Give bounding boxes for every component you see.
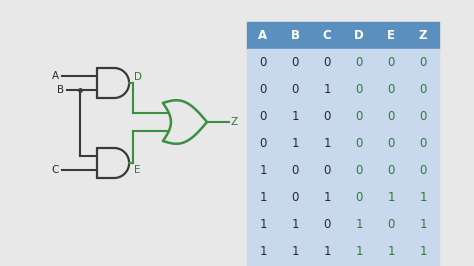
Text: 1: 1: [355, 245, 363, 258]
Text: 1: 1: [259, 164, 267, 177]
Text: 0: 0: [419, 164, 427, 177]
Bar: [247, 238, 439, 265]
Text: C: C: [52, 165, 59, 175]
Text: 0: 0: [259, 137, 267, 150]
Text: 1: 1: [259, 191, 267, 204]
Text: 1: 1: [323, 191, 331, 204]
Bar: [247, 103, 439, 130]
Text: A: A: [258, 29, 267, 42]
Text: 0: 0: [419, 83, 427, 96]
Text: 1: 1: [387, 191, 395, 204]
Text: 1: 1: [355, 218, 363, 231]
Text: 1: 1: [291, 137, 299, 150]
Text: 0: 0: [356, 56, 363, 69]
Text: 1: 1: [323, 245, 331, 258]
Text: 0: 0: [323, 164, 331, 177]
Text: B: B: [57, 85, 64, 95]
Text: 1: 1: [259, 218, 267, 231]
Bar: [247, 211, 439, 238]
Text: 0: 0: [356, 137, 363, 150]
Text: 1: 1: [323, 137, 331, 150]
Text: 0: 0: [387, 83, 395, 96]
Text: 1: 1: [323, 83, 331, 96]
Text: 0: 0: [292, 83, 299, 96]
Text: 0: 0: [292, 191, 299, 204]
Text: 1: 1: [419, 191, 427, 204]
Text: 1: 1: [291, 218, 299, 231]
Text: D: D: [134, 72, 142, 82]
Text: E: E: [134, 165, 141, 175]
Text: 1: 1: [387, 245, 395, 258]
Text: 0: 0: [292, 164, 299, 177]
Bar: [247, 130, 439, 157]
Text: D: D: [354, 29, 364, 42]
Text: 0: 0: [419, 56, 427, 69]
Text: 1: 1: [291, 110, 299, 123]
Text: 0: 0: [387, 56, 395, 69]
Text: 0: 0: [387, 110, 395, 123]
Bar: [247, 76, 439, 103]
Bar: [247, 49, 439, 76]
Text: C: C: [323, 29, 331, 42]
Text: E: E: [387, 29, 395, 42]
Text: A: A: [52, 71, 59, 81]
Text: Z: Z: [231, 117, 238, 127]
Text: 0: 0: [356, 83, 363, 96]
Text: 0: 0: [259, 110, 267, 123]
Text: 1: 1: [291, 245, 299, 258]
Text: 0: 0: [387, 164, 395, 177]
Text: 0: 0: [387, 218, 395, 231]
Text: B: B: [291, 29, 300, 42]
Text: 0: 0: [323, 110, 331, 123]
Text: 0: 0: [356, 191, 363, 204]
Text: 0: 0: [387, 137, 395, 150]
Text: 0: 0: [259, 83, 267, 96]
Text: 0: 0: [323, 56, 331, 69]
Text: 0: 0: [323, 218, 331, 231]
Text: 1: 1: [419, 245, 427, 258]
Bar: [247, 157, 439, 184]
Text: 0: 0: [292, 56, 299, 69]
Bar: [247, 184, 439, 211]
Text: Z: Z: [419, 29, 427, 42]
Text: 0: 0: [356, 164, 363, 177]
Text: 0: 0: [259, 56, 267, 69]
Bar: [247, 22, 439, 49]
Text: 0: 0: [419, 137, 427, 150]
Text: 0: 0: [356, 110, 363, 123]
Text: 0: 0: [419, 110, 427, 123]
Text: 1: 1: [419, 218, 427, 231]
Text: 1: 1: [259, 245, 267, 258]
